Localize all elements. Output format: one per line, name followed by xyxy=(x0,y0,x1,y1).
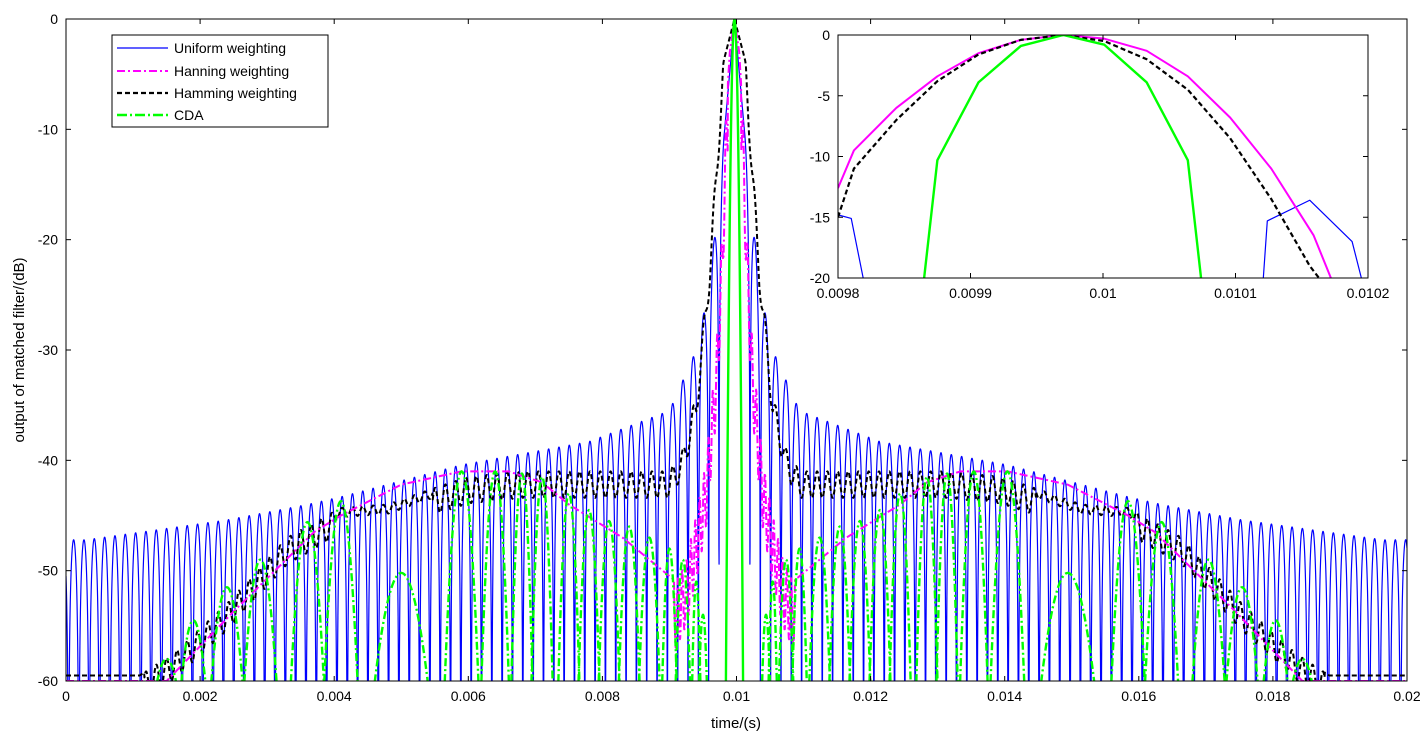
main-y-tick-label: -20 xyxy=(38,232,58,248)
series-cda-lobe xyxy=(323,499,359,681)
series-cda-lobe xyxy=(848,519,872,681)
series-cda-lobe xyxy=(180,619,207,681)
legend-label: Hanning weighting xyxy=(174,63,289,79)
series-cda-lobe xyxy=(530,475,554,681)
series-cda-lobe xyxy=(989,470,1026,681)
main-y-tick-label: 0 xyxy=(50,11,58,27)
legend-label: Hamming weighting xyxy=(174,85,297,101)
series-cda-lobe xyxy=(661,547,678,681)
main-y-tick-label: -10 xyxy=(38,121,58,137)
series-cda-lobe xyxy=(597,519,621,681)
series-hamming-weighting xyxy=(66,19,1407,681)
series-cda-lobe xyxy=(637,536,661,681)
series-cda-lobe xyxy=(557,492,581,681)
main-x-ticks: 0 0.002 0.004 0.006 0.008 0.01 0.012 0.014 0.016… xyxy=(62,19,1421,704)
series-cda-lobe xyxy=(1143,520,1180,681)
inset-y-tick-label: -15 xyxy=(810,209,830,225)
series-cda-lobe xyxy=(443,470,480,681)
inset-y-tick-label: 0 xyxy=(822,27,830,43)
inset-x-tick-label: 0.0098 xyxy=(817,285,860,301)
main-x-tick-label: 0.01 xyxy=(723,688,750,704)
main-x-tick-label: 0.016 xyxy=(1121,688,1156,704)
inset-x-tick-label: 0.0102 xyxy=(1347,285,1390,301)
main-x-tick-label: 0 xyxy=(62,688,70,704)
main-y-ticks: -60-50-40-30-20-100 xyxy=(38,11,1407,689)
legend-label: Uniform weighting xyxy=(174,40,286,56)
series-cda-lobe xyxy=(1110,499,1146,681)
inset-series-hamming-weighting xyxy=(838,35,1320,278)
series-cda-lobe xyxy=(210,586,244,681)
main-y-tick-label: -60 xyxy=(38,673,58,689)
series-cda-lobe xyxy=(674,558,692,681)
main-y-tick-label: -30 xyxy=(38,342,58,358)
series-cda-lobe xyxy=(828,525,852,681)
main-x-tick-label: 0.02 xyxy=(1393,688,1420,704)
series-cda-lobe xyxy=(808,536,832,681)
series-cda-lobe xyxy=(1191,558,1226,681)
series-cda-lobe xyxy=(958,470,989,681)
inset-plot-area xyxy=(838,35,1368,278)
inset-y-tick-label: -10 xyxy=(810,149,830,165)
main-y-tick-label: -40 xyxy=(38,452,58,468)
series-cda-lobe xyxy=(577,508,601,681)
main-x-tick-label: 0.012 xyxy=(853,688,888,704)
inset-series-group xyxy=(838,35,1362,278)
series-cda-lobe xyxy=(1262,619,1289,681)
series-cda-lobe xyxy=(373,571,429,681)
main-series-group xyxy=(66,19,1407,681)
inset-series-cda xyxy=(922,35,1203,278)
series-cda-lobe xyxy=(697,613,709,681)
main-x-tick-label: 0.006 xyxy=(451,688,486,704)
series-cda-lobe xyxy=(868,508,892,681)
legend-item: Uniform weighting xyxy=(117,40,286,56)
series-cda-lobe xyxy=(777,558,795,681)
inset-plot: 0.0098 0.0099 0.01 0.0101 0.0102 -20 -15 -10 -5… xyxy=(810,27,1390,301)
inset-series-uniform-weighting xyxy=(1262,199,1362,278)
main-x-tick-label: 0.018 xyxy=(1255,688,1290,704)
series-cda-lobe xyxy=(480,470,511,681)
legend-label: CDA xyxy=(174,107,204,123)
series-cda-lobe xyxy=(915,475,939,681)
series-cda-lobe xyxy=(935,472,959,681)
series-cda-lobe xyxy=(791,547,808,681)
main-x-tick-label: 0.004 xyxy=(317,688,352,704)
inset-series-hanning-weighting xyxy=(838,35,1332,278)
main-y-tick-label: -50 xyxy=(38,563,58,579)
series-cda-lobe xyxy=(617,525,641,681)
series-cda-lobe xyxy=(289,520,326,681)
legend-box xyxy=(111,34,329,128)
series-cda-lobe xyxy=(888,492,912,681)
series-cda-lobe xyxy=(767,580,778,681)
inset-series-uniform-weighting xyxy=(838,214,864,278)
legend-item: Hamming weighting xyxy=(117,85,297,101)
main-y-axis-label: output of matched filter/(dB) xyxy=(11,257,28,442)
inset-y-tick-label: -20 xyxy=(810,270,830,286)
inset-x-ticks: 0.0098 0.0099 0.01 0.0101 0.0102 xyxy=(817,35,1390,301)
series-cda-lobe xyxy=(760,613,772,681)
series-cda-lobe xyxy=(691,580,702,681)
series-cda-lobe xyxy=(510,472,534,681)
main-x-tick-label: 0.008 xyxy=(585,688,620,704)
legend-item: Hanning weighting xyxy=(117,63,289,79)
main-x-tick-label: 0.014 xyxy=(987,688,1022,704)
inset-x-tick-label: 0.01 xyxy=(1089,285,1116,301)
main-x-tick-label: 0.002 xyxy=(183,688,218,704)
inset-x-tick-label: 0.0101 xyxy=(1214,285,1257,301)
series-cda-lobe xyxy=(1225,586,1259,681)
series-cda-lobe xyxy=(243,558,278,681)
legend: Uniform weighting Hanning weighting Hamm… xyxy=(111,34,329,128)
series-cda-lobe xyxy=(1040,571,1096,681)
inset-y-tick-label: -5 xyxy=(818,88,831,104)
inset-y-ticks: -20 -15 -10 -5 0 xyxy=(810,27,1368,286)
main-x-axis-label: time/(s) xyxy=(711,715,761,732)
legend-item: CDA xyxy=(117,107,204,123)
inset-x-tick-label: 0.0099 xyxy=(949,285,992,301)
series-cda xyxy=(724,19,745,681)
